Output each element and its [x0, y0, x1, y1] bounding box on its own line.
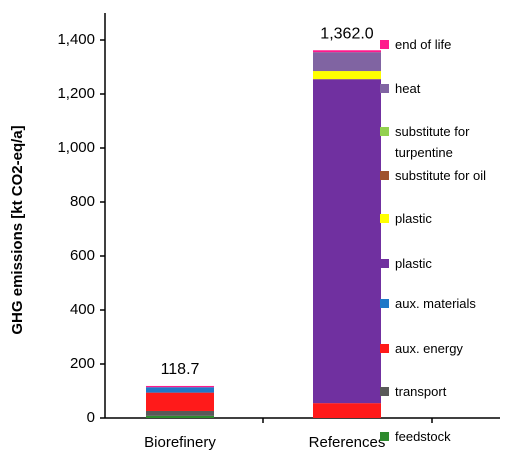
bar-segment — [313, 403, 381, 418]
legend-item: aux. energy — [380, 338, 509, 359]
legend-swatch — [380, 40, 389, 49]
legend-label: substitute for oil — [395, 168, 487, 183]
legend-label: plastic — [395, 211, 432, 226]
legend-swatch — [380, 387, 389, 396]
legend-item: plastic — [380, 253, 509, 274]
y-tick-label: 1,400 — [57, 31, 95, 48]
y-tick-label: 1,200 — [57, 85, 95, 102]
legend-item: feedstock — [380, 426, 509, 447]
bar-segment — [146, 410, 214, 416]
total-label: 118.7 — [161, 361, 200, 378]
legend-swatch — [380, 84, 389, 93]
legend-item: substitute for turpentine — [380, 121, 509, 163]
legend-swatch — [380, 299, 389, 308]
bar-segment — [146, 415, 214, 418]
legend-item: heat — [380, 78, 509, 99]
y-tick-label: 600 — [70, 247, 95, 264]
bar-segment — [313, 79, 381, 404]
bar-segment — [146, 392, 214, 411]
legend-item: plastic — [380, 208, 509, 229]
x-tick-label: References — [309, 434, 386, 451]
legend-label: feedstock — [395, 429, 451, 444]
legend-item: substitute for oil — [380, 165, 509, 186]
legend-item: transport — [380, 381, 509, 402]
legend-label: aux. materials — [395, 296, 476, 311]
legend-label: transport — [395, 384, 447, 399]
bar-segment — [313, 52, 381, 72]
bar-segment — [313, 71, 381, 80]
bar-segment — [313, 50, 381, 53]
y-tick-label: 1,000 — [57, 139, 95, 156]
legend-swatch — [380, 344, 389, 353]
legend-label: heat — [395, 81, 421, 96]
bar-segment — [146, 385, 214, 388]
legend-item: aux. materials — [380, 293, 509, 314]
y-tick-label: 400 — [70, 301, 95, 318]
legend-swatch — [380, 127, 389, 136]
legend-label: plastic — [395, 256, 432, 271]
legend-swatch — [380, 432, 389, 441]
y-tick-label: 200 — [70, 355, 95, 372]
x-tick-label: Biorefinery — [144, 434, 216, 451]
y-axis-label: GHG emissions [kt CO2-eq/a] — [9, 125, 26, 334]
legend-swatch — [380, 259, 389, 268]
legend-label: aux. energy — [395, 341, 463, 356]
y-tick-label: 800 — [70, 193, 95, 210]
total-label: 1,362.0 — [320, 25, 373, 42]
legend-label: end of life — [395, 37, 452, 52]
legend-item: end of life — [380, 34, 509, 55]
legend-swatch — [380, 214, 389, 223]
y-tick-label: 0 — [87, 409, 95, 426]
legend-label: substitute for turpentine — [395, 124, 470, 160]
bar-segment — [146, 387, 214, 393]
legend-swatch — [380, 171, 389, 180]
